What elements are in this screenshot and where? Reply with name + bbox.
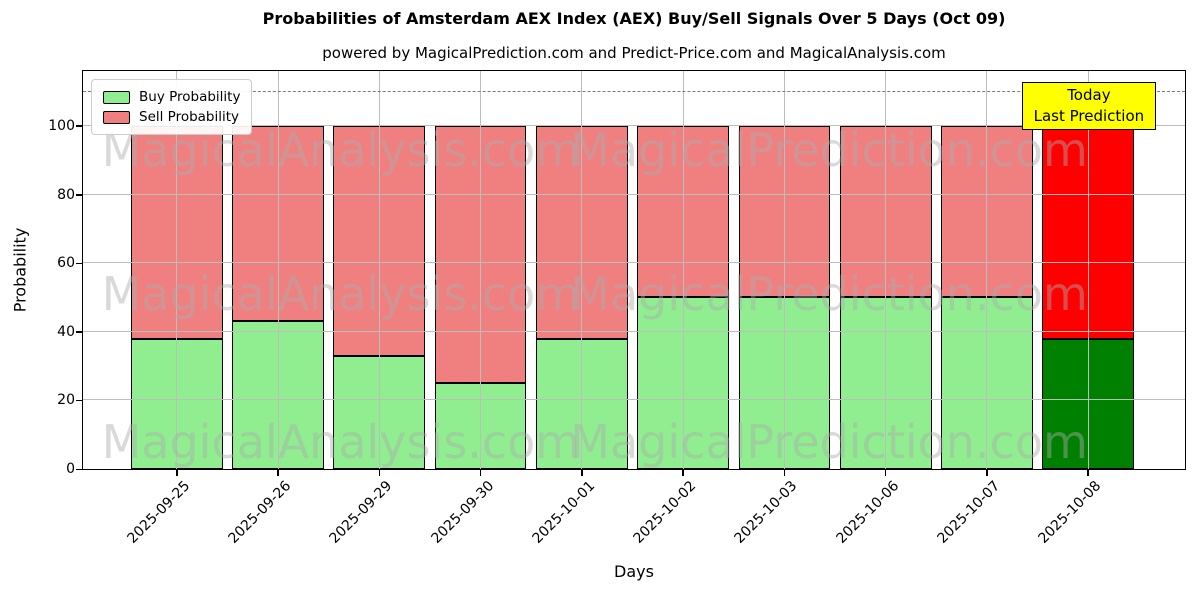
y-tick-label: 100 [48, 117, 75, 134]
h-gridline [83, 399, 1185, 401]
v-gridline [581, 71, 583, 469]
buy-color-swatch-icon [103, 90, 130, 104]
x-tick-mark [682, 469, 684, 476]
today-annotation-line2: Last Prediction [1033, 107, 1145, 125]
y-tick-mark [76, 331, 83, 333]
today-annotation-line1: Today [1067, 86, 1111, 104]
h-gridline [83, 124, 1185, 126]
y-axis-label: Probability [10, 227, 30, 313]
y-tick-mark [76, 194, 83, 196]
x-tick-label: 2025-10-06 [833, 478, 903, 547]
x-tick-mark [986, 469, 988, 476]
x-tick-label: 2025-10-07 [934, 478, 1004, 547]
x-tick-mark [378, 469, 381, 476]
v-gridline [783, 71, 785, 469]
x-tick-label: 2025-10-08 [1035, 478, 1105, 547]
legend: Buy Probability Sell Probability [91, 79, 253, 135]
legend-item-buy: Buy Probability [103, 87, 240, 107]
watermark-text: MagicalPrediction.com [570, 414, 1088, 469]
v-gridline [1087, 71, 1089, 469]
y-tick-label: 80 [57, 186, 75, 203]
y-tick-mark [76, 262, 83, 265]
watermark-text: MagicalPrediction.com [570, 122, 1088, 177]
today-annotation: Today Last Prediction [1021, 82, 1156, 130]
x-tick-mark [479, 469, 482, 476]
x-tick-label: 2025-09-26 [225, 478, 295, 547]
plot-area: Buy Probability Sell Probability Today L… [48, 70, 1186, 547]
x-tick-label: 2025-09-30 [428, 478, 497, 547]
x-tick-label: 2025-09-25 [124, 478, 194, 547]
chart-title: Probabilities of Amsterdam AEX Index (AE… [262, 9, 1006, 28]
y-tick-mark [76, 125, 83, 127]
legend-label-sell: Sell Probability [139, 109, 240, 125]
threshold-dashed-line [83, 90, 1185, 92]
legend-item-sell: Sell Probability [103, 107, 240, 127]
y-tick-mark [76, 399, 83, 402]
x-tick-label: 2025-09-29 [326, 478, 396, 547]
x-tick-mark [176, 469, 178, 476]
x-tick-label: 2025-10-02 [630, 478, 700, 547]
x-tick-mark [277, 469, 279, 476]
v-gridline [986, 71, 988, 469]
v-gridline [682, 71, 684, 469]
y-tick-mark [76, 468, 83, 470]
v-gridline [480, 71, 482, 469]
v-gridline [176, 71, 178, 469]
h-gridline [83, 262, 1185, 264]
chart-subtitle: powered by MagicalPrediction.com and Pre… [322, 44, 946, 62]
x-axis-label: Days [614, 562, 654, 581]
x-tick-mark [783, 469, 786, 476]
x-tick-mark [1087, 469, 1089, 476]
v-gridline [885, 71, 887, 469]
watermark-text: MagicalPrediction.com [570, 267, 1088, 322]
sell-color-swatch-icon [103, 110, 130, 124]
watermark-text: MagicalAnalysis.com [101, 414, 581, 469]
v-gridline [378, 71, 380, 469]
h-gridline [83, 193, 1185, 195]
v-gridline [277, 71, 279, 469]
y-tick-label: 40 [57, 323, 75, 340]
h-gridline [83, 330, 1185, 332]
y-tick-label: 0 [66, 461, 75, 477]
watermark-text: MagicalAnalysis.com [101, 267, 581, 322]
x-tick-mark [884, 469, 887, 476]
legend-label-buy: Buy Probability [139, 89, 241, 105]
y-tick-label: 60 [57, 255, 75, 272]
x-tick-label: 2025-10-01 [529, 478, 599, 547]
y-tick-label: 20 [57, 392, 75, 409]
x-tick-label: 2025-10-03 [731, 478, 801, 547]
x-tick-mark [581, 469, 583, 476]
